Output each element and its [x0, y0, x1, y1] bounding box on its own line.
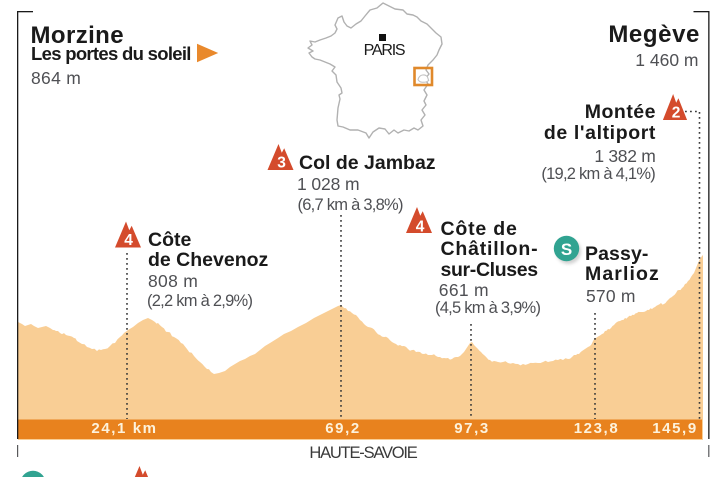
svg-text:3: 3: [277, 155, 286, 172]
svg-text:4: 4: [124, 232, 133, 249]
svg-text:4: 4: [416, 219, 425, 236]
svg-text:2: 2: [672, 105, 681, 122]
svg-text:S: S: [561, 240, 572, 259]
